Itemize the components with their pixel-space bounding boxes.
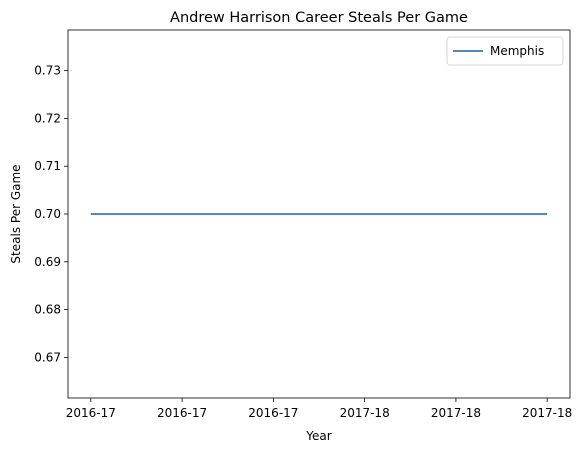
x-tick-label: 2017-18 [340, 406, 390, 420]
y-tick-label: 0.69 [34, 255, 61, 269]
y-tick-label: 0.72 [34, 111, 61, 125]
y-axis-label: Steals Per Game [9, 164, 23, 263]
legend: Memphis [446, 36, 564, 66]
x-tick-label: 2016-17 [248, 406, 298, 420]
legend-label: Memphis [490, 44, 544, 58]
x-tick-label: 2016-17 [66, 406, 116, 420]
y-axis: 0.67 0.68 0.69 0.70 0.71 0.72 0.73 [34, 64, 68, 364]
x-axis: 2016-17 2016-17 2016-17 2017-18 2017-18 2017-… [66, 398, 572, 420]
y-tick-label: 0.68 [34, 303, 61, 317]
x-tick-label: 2017-18 [522, 406, 572, 420]
y-tick-label: 0.71 [34, 159, 61, 173]
y-tick-label: 0.67 [34, 350, 61, 364]
y-tick-label: 0.73 [34, 64, 61, 78]
x-tick-label: 2017-18 [431, 406, 481, 420]
chart-title: Andrew Harrison Career Steals Per Game [170, 10, 468, 26]
legend-box [446, 36, 564, 66]
x-axis-label: Year [305, 429, 331, 443]
x-tick-label: 2016-17 [157, 406, 207, 420]
y-tick-label: 0.70 [34, 207, 61, 221]
